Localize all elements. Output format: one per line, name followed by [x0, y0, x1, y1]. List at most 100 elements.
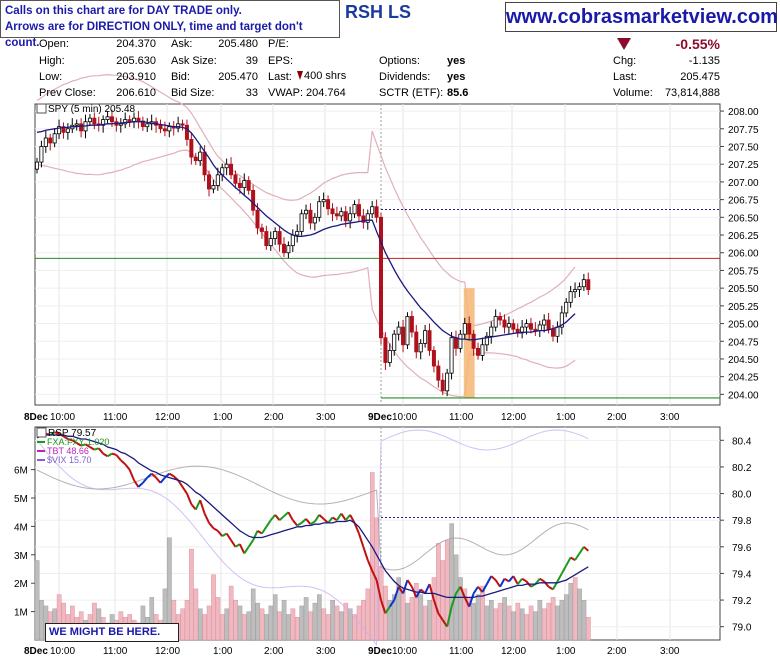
price-axis-label: 206.75	[728, 196, 759, 207]
lower-band	[36, 149, 576, 398]
rsp-segment	[366, 559, 374, 572]
candle-body	[401, 326, 406, 346]
prev-close-value: 206.610	[116, 87, 156, 99]
volume-value: 73,814,888	[664, 87, 720, 99]
rsp-segment	[208, 522, 215, 529]
volume-bar	[586, 617, 591, 641]
rsp-segment	[393, 586, 400, 601]
volume-bar	[299, 605, 305, 641]
rsp-segment	[181, 486, 188, 495]
candle-body	[211, 185, 216, 190]
rsp-segment	[468, 593, 475, 608]
candle-body	[118, 123, 123, 126]
volume-axis-label: 5M	[14, 494, 28, 505]
candle-body	[414, 331, 419, 353]
candle-body	[48, 137, 53, 144]
rsp-segment	[150, 472, 157, 479]
price-axis-label: 205.75	[728, 266, 759, 277]
rsp-axis-label: 80.2	[732, 463, 752, 474]
vwap-label: VWAP:	[268, 87, 304, 99]
rsp-segment	[415, 588, 422, 598]
website-banner[interactable]: www.cobrasmarketview.com	[505, 2, 778, 32]
volume-bar	[255, 602, 260, 641]
candle-body	[348, 213, 353, 222]
rsp-segment	[238, 543, 246, 554]
volume-bar	[264, 614, 269, 641]
candle-body	[559, 312, 564, 328]
volume-bar	[365, 588, 371, 641]
volume-bar	[559, 600, 565, 641]
volume-bar	[39, 600, 44, 641]
candle-body	[586, 279, 591, 290]
volume-bar	[321, 608, 327, 641]
candle-body	[43, 137, 48, 147]
volume-bar	[502, 597, 507, 641]
fxa-fxy-line	[36, 465, 589, 571]
candle-body	[215, 174, 220, 186]
volume-bar	[555, 605, 560, 641]
rsp-segment	[194, 499, 202, 510]
candle-body	[123, 119, 128, 125]
candle-body	[277, 231, 282, 245]
volume-bar	[242, 614, 247, 641]
rsp-segment	[437, 612, 444, 621]
candle-body	[242, 180, 247, 188]
rsp-moving-average	[36, 434, 589, 599]
day-trade-note: Calls on this chart are for DAY TRADE on…	[0, 0, 340, 49]
candle-body	[520, 326, 525, 333]
candle-body	[281, 243, 286, 254]
rsp-segment	[336, 512, 343, 521]
rsp-segment	[534, 578, 541, 585]
rsp-segment	[142, 476, 149, 484]
candle-body	[396, 326, 401, 335]
volume-bar	[449, 523, 454, 641]
candle-body	[229, 163, 234, 176]
candle-body	[361, 215, 366, 223]
volume-bar	[475, 594, 481, 641]
rsp-segment	[274, 514, 281, 521]
ask-value: 205.480	[218, 38, 258, 50]
volume-axis-label: 2M	[14, 579, 28, 590]
candle-body	[334, 213, 339, 217]
candle-body	[449, 337, 454, 374]
candle-body	[79, 123, 84, 132]
volume-bar	[347, 608, 353, 641]
candle-body	[427, 330, 432, 351]
x-tick-label-top: 10:00	[392, 412, 417, 423]
candle-body	[321, 199, 326, 203]
x-tick-label-top: 8Dec	[24, 412, 48, 423]
volume-bar	[519, 608, 525, 641]
rsp-segment	[107, 452, 113, 458]
volume-bar	[480, 585, 485, 641]
rsp-segment	[212, 527, 219, 532]
candle-body	[61, 126, 66, 133]
rsp-segment	[481, 583, 488, 593]
candle-body	[436, 365, 441, 381]
rsp-segment	[217, 530, 224, 537]
rsp-segment	[384, 606, 391, 614]
rsp-segment	[256, 529, 263, 535]
rsp-segment	[477, 586, 484, 593]
volume-bar	[444, 540, 450, 641]
rsp-segment	[243, 546, 250, 555]
note-line-1: Calls on this chart are for DAY TRADE on…	[5, 5, 242, 17]
candle-body	[515, 328, 520, 333]
candle-body	[308, 209, 313, 224]
candle-body	[251, 190, 256, 211]
rsp-segment	[490, 575, 497, 581]
x-tick-label-top: 12:00	[501, 412, 526, 423]
rsp-axis-label: 79.0	[732, 623, 752, 634]
volume-bar	[436, 543, 441, 641]
x-tick-label-top: 9Dec	[368, 412, 392, 423]
rsp-segment	[578, 546, 585, 555]
rsp-segment	[455, 586, 462, 594]
volume-bar	[524, 614, 529, 641]
rsp-axis-label: 79.2	[732, 596, 752, 607]
price-axis-label: 205.00	[728, 320, 759, 331]
candle-body	[405, 316, 410, 346]
rsp-segment	[186, 493, 193, 505]
price-axis-label: 205.25	[728, 302, 759, 313]
volume-bar	[215, 597, 221, 641]
candle-body	[537, 324, 542, 332]
rsp-segment	[402, 579, 409, 594]
